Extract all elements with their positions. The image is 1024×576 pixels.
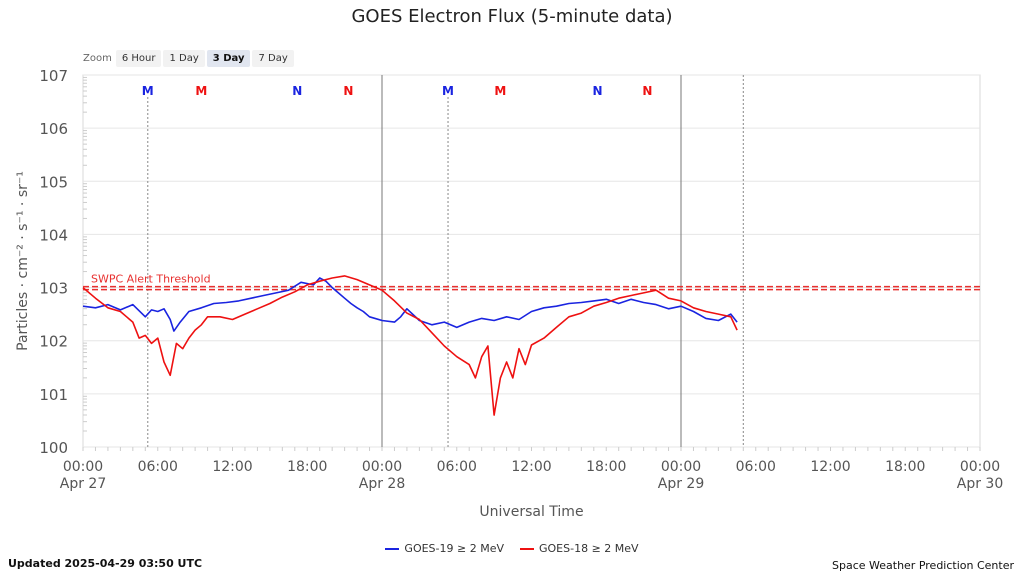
y-tick-label-6: 106	[39, 120, 68, 138]
x-date-label-12: Apr 30	[957, 476, 1003, 492]
y-tick-label-1: 101	[39, 386, 68, 404]
zoom-6-hour-button[interactable]: 6 Hour	[115, 50, 162, 67]
x-axis-label: Universal Time	[479, 504, 583, 520]
legend-goes19[interactable]: GOES-19 ≥ 2 MeV	[385, 542, 504, 555]
marker-1: M	[195, 84, 207, 98]
y-tick-label-4: 104	[39, 226, 68, 244]
marker-6: N	[593, 84, 603, 98]
zoom-1-day-button[interactable]: 1 Day	[163, 50, 205, 67]
zoom-label: Zoom	[83, 53, 112, 64]
chart-legend: GOES-19 ≥ 2 MeV GOES-18 ≥ 2 MeV	[0, 542, 1024, 555]
updated-timestamp: Updated 2025-04-29 03:50 UTC	[8, 557, 203, 570]
zoom-7-day-button[interactable]: 7 Day	[252, 50, 294, 67]
x-tick-label-5: 06:00	[437, 459, 477, 475]
legend-goes19-label: GOES-19 ≥ 2 MeV	[404, 542, 504, 555]
y-tick-label-3: 103	[39, 280, 68, 298]
y-tick-label-5: 105	[39, 173, 68, 191]
y-tick-label-2: 102	[39, 333, 68, 351]
x-tick-label-2: 12:00	[212, 459, 252, 475]
alert-threshold-label: SWPC Alert Threshold	[91, 273, 211, 286]
x-tick-label-0: 00:00	[63, 459, 103, 475]
y-tick-label-0: 100	[39, 439, 68, 457]
x-tick-label-4: 00:00	[362, 459, 402, 475]
x-tick-label-7: 18:00	[586, 459, 626, 475]
x-date-label-4: Apr 28	[359, 476, 405, 492]
legend-goes18-swatch	[520, 547, 534, 550]
x-tick-label-1: 06:00	[138, 459, 178, 475]
marker-3: N	[343, 84, 353, 98]
legend-goes18-label: GOES-18 ≥ 2 MeV	[539, 542, 639, 555]
y-tick-label-7: 107	[39, 67, 68, 85]
y-axis-label: Particles · cm⁻² · s⁻¹ · sr⁻¹	[15, 171, 31, 351]
legend-goes19-swatch	[385, 547, 400, 550]
marker-0: M	[142, 84, 154, 98]
x-tick-label-12: 00:00	[960, 459, 1000, 475]
zoom-selector: Zoom 6 Hour 1 Day 3 Day 7 Day	[83, 50, 296, 67]
x-tick-label-9: 06:00	[736, 459, 776, 475]
series-line-goes18	[82, 275, 738, 416]
credit-text: Space Weather Prediction Center	[832, 559, 1014, 572]
marker-5: M	[494, 84, 506, 98]
x-tick-label-8: 00:00	[661, 459, 701, 475]
x-tick-label-10: 12:00	[810, 459, 850, 475]
marker-2: N	[292, 84, 302, 98]
chart-title: GOES Electron Flux (5-minute data)	[351, 6, 673, 27]
plot-area	[82, 74, 981, 448]
x-tick-label-11: 18:00	[885, 459, 925, 475]
series-line-goes19	[82, 277, 738, 332]
legend-goes18[interactable]: GOES-18 ≥ 2 MeV	[520, 542, 639, 555]
x-date-label-8: Apr 29	[658, 476, 704, 492]
marker-7: N	[642, 84, 652, 98]
x-tick-label-3: 18:00	[287, 459, 327, 475]
zoom-3-day-button[interactable]: 3 Day	[206, 50, 251, 67]
marker-4: M	[442, 84, 454, 98]
x-tick-label-6: 12:00	[511, 459, 551, 475]
x-date-label-0: Apr 27	[60, 476, 106, 492]
